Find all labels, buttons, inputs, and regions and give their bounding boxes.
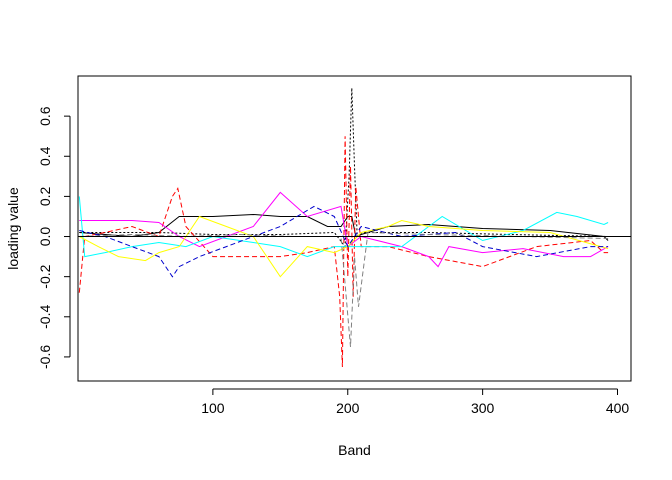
- x-tick-label: 300: [471, 400, 495, 416]
- x-tick-label: 400: [606, 400, 630, 416]
- y-tick-label: -0.4: [37, 305, 53, 329]
- y-tick-label: 0.2: [37, 186, 53, 206]
- plot-frame: [77, 75, 632, 382]
- series-line-5: [78, 196, 609, 258]
- x-axis-label: Band: [338, 442, 371, 458]
- x-tick-label: 200: [336, 400, 360, 416]
- y-tick-label: 0.6: [37, 106, 53, 126]
- y-axis-label: loading value: [5, 187, 21, 270]
- series-line-1: [79, 213, 609, 241]
- y-tick-label: -0.6: [37, 345, 53, 369]
- series-line-3: [78, 136, 609, 368]
- series-line-2: [79, 87, 609, 248]
- y-tick-label: -0.2: [37, 264, 53, 288]
- y-tick-label: 0.4: [37, 146, 53, 166]
- axes-layer: 100 200 300 400 -0.6 -0.4 -0.2 0.0 0.2 0.4 0.6: [37, 106, 629, 416]
- x-tick-label: 100: [201, 400, 225, 416]
- y-tick-label: 0.0: [37, 227, 53, 247]
- series-line-7: [79, 205, 609, 278]
- series-line-4: [79, 191, 609, 268]
- series-line-6: [79, 215, 609, 278]
